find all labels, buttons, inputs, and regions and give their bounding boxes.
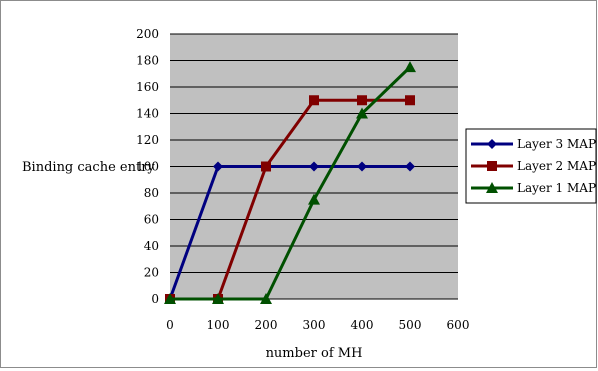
y-tick-label-60: 60 xyxy=(144,213,159,227)
y-tick-label-0: 0 xyxy=(151,292,159,306)
data-point-layer-1-map-100 xyxy=(212,293,224,304)
legend: Layer 3 MAP Layer 2 MAP Layer 1 MAP xyxy=(465,128,597,204)
data-point-layer-1-map-300 xyxy=(308,193,320,205)
data-point-layer-3-map-300 xyxy=(309,161,319,172)
x-axis-label: number of MH xyxy=(266,346,363,361)
data-point-layer-1-map-400 xyxy=(356,107,368,119)
data-point-layer-1-map-200 xyxy=(260,293,272,304)
y-tick-label-160: 160 xyxy=(136,80,159,94)
series-layer-1-map xyxy=(164,61,416,304)
data-point-layer-1-map-500 xyxy=(404,61,416,73)
y-axis-label: Binding cache entry xyxy=(22,160,155,175)
data-point-layer-1-map-0 xyxy=(164,293,176,304)
y-tick-label-40: 40 xyxy=(144,239,159,253)
data-point-layer-3-map-400 xyxy=(357,161,367,172)
x-tick-label-500: 500 xyxy=(399,318,422,332)
y-tick-label-20: 20 xyxy=(144,266,159,280)
data-point-layer-2-map-400 xyxy=(357,95,367,106)
y-tick-label-180: 180 xyxy=(136,54,159,68)
y-tick-label-200: 200 xyxy=(136,27,159,41)
x-tick-label-100: 100 xyxy=(207,318,230,332)
legend-marker-layer-2-map xyxy=(487,161,497,171)
legend-marker-layer-1-map xyxy=(486,182,498,193)
x-tick-label-600: 600 xyxy=(447,318,470,332)
x-tick-label-400: 400 xyxy=(351,318,374,332)
data-point-layer-2-map-300 xyxy=(309,95,319,106)
legend-label-layer-1-map: Layer 1 MAP xyxy=(517,181,596,195)
gridlines xyxy=(170,33,458,273)
x-tick-label-300: 300 xyxy=(303,318,326,332)
y-tick-label-100: 100 xyxy=(136,160,159,174)
y-tick-label-120: 120 xyxy=(136,133,159,147)
x-tick-label-0: 0 xyxy=(166,318,174,332)
series-line-layer-1-map xyxy=(170,66,412,301)
data-point-layer-3-map-500 xyxy=(405,161,415,172)
x-tick-label-200: 200 xyxy=(255,318,278,332)
x-axis-ticks: 0 100 200 300 400 500 600 xyxy=(166,318,469,332)
data-point-layer-2-map-500 xyxy=(405,95,415,106)
data-point-layer-2-map-200 xyxy=(261,161,271,172)
legend-label-layer-3-map: Layer 3 MAP xyxy=(517,137,596,151)
series-line-layer-3-map xyxy=(168,165,410,300)
series-layer xyxy=(164,61,416,304)
legend-marker-layer-3-map xyxy=(487,139,497,149)
legend-label-layer-2-map: Layer 2 MAP xyxy=(517,159,596,173)
y-axis: 0 20 40 60 80 100 120 140 160 180 200 xyxy=(136,27,159,306)
data-point-layer-3-map-100 xyxy=(213,161,223,172)
y-tick-label-80: 80 xyxy=(144,186,159,200)
y-tick-label-140: 140 xyxy=(136,107,159,121)
